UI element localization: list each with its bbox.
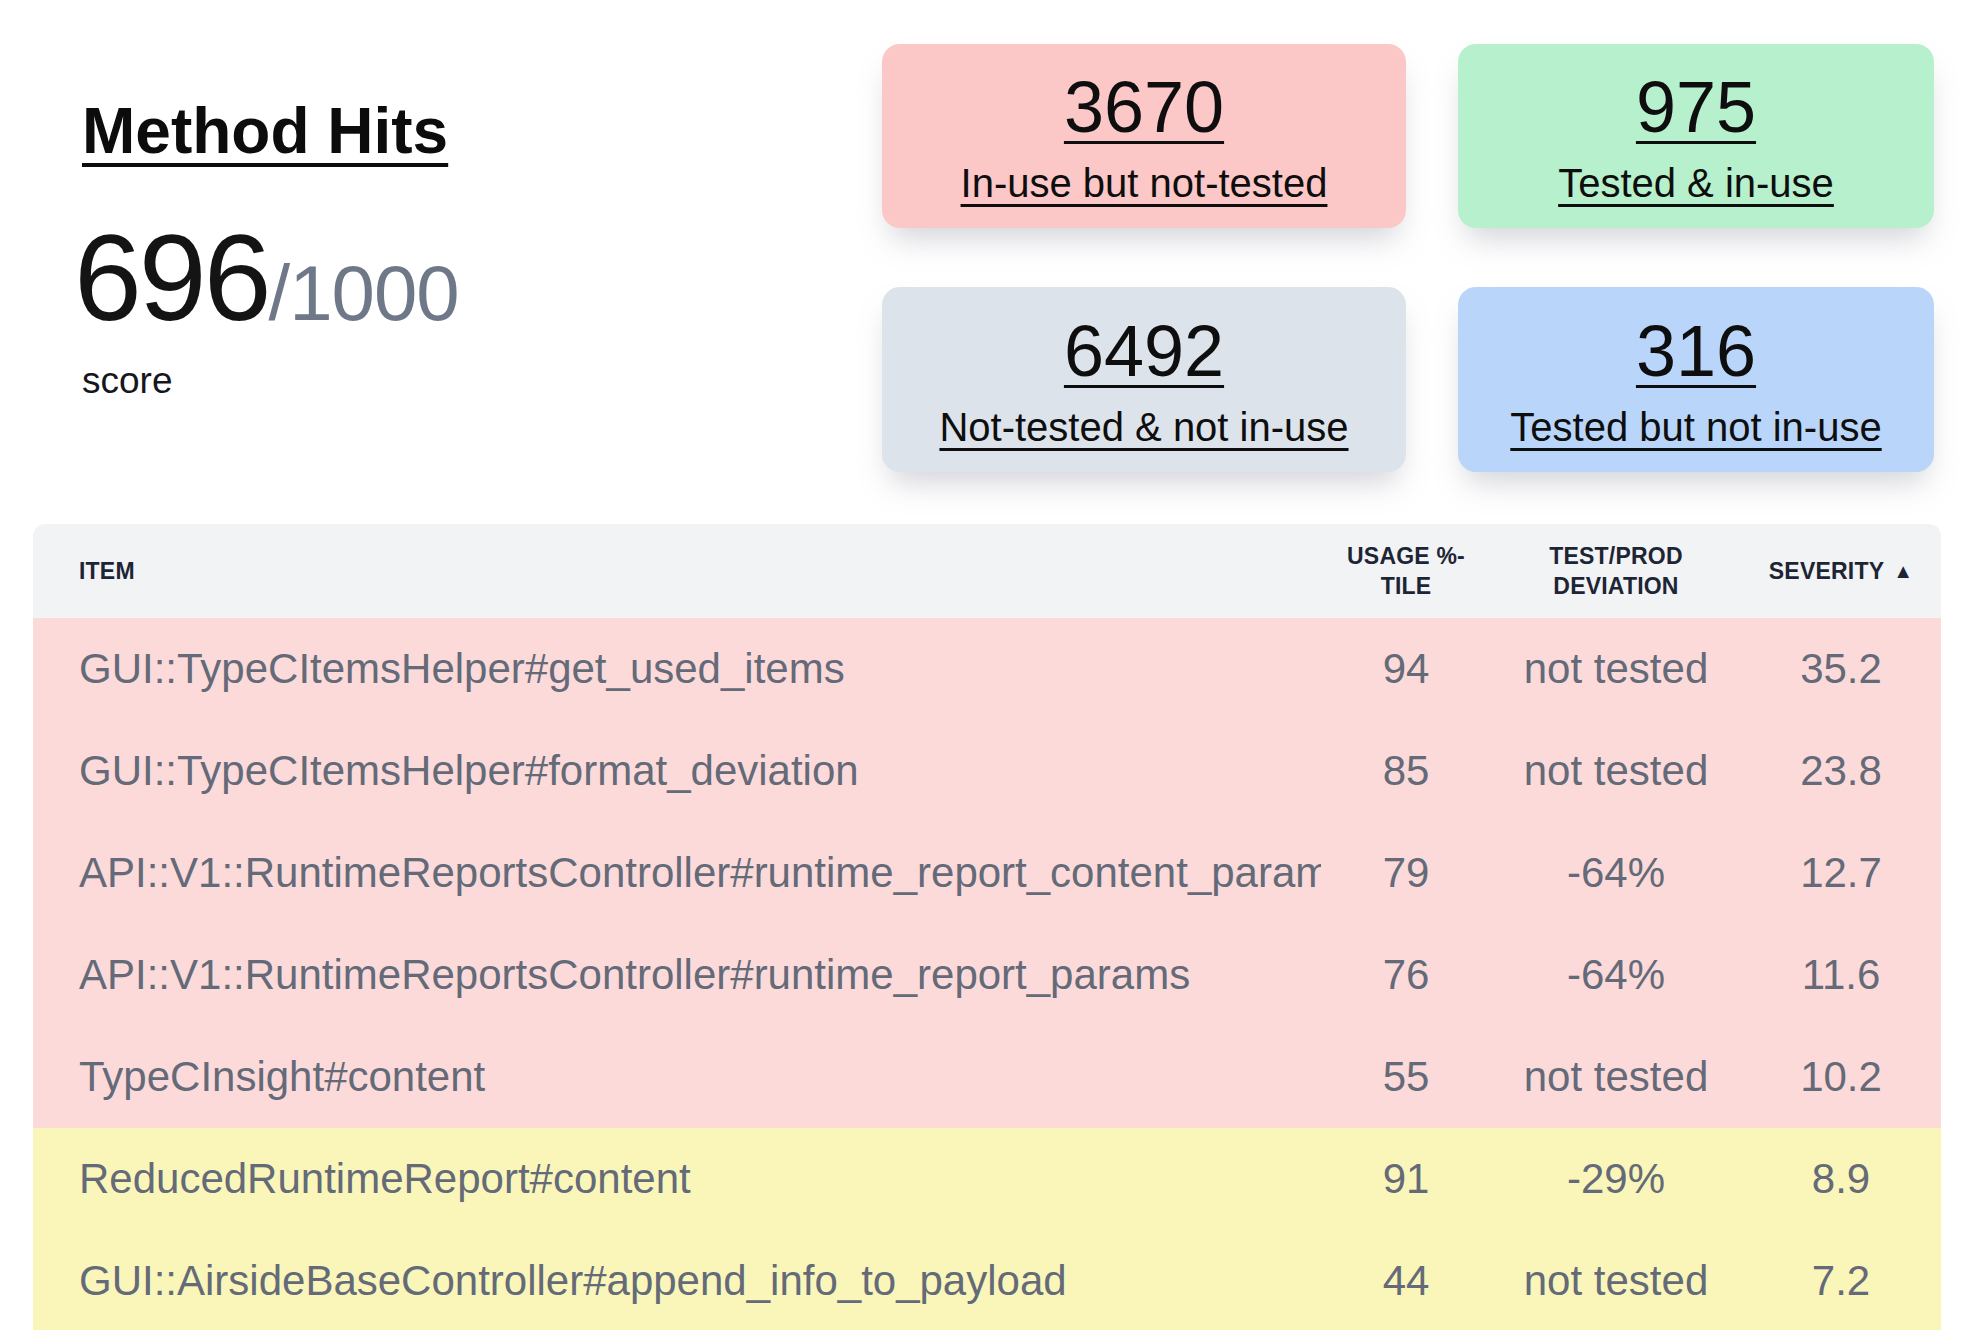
cell-severity: 11.6 <box>1741 924 1941 1026</box>
cell-severity: 7.2 <box>1741 1230 1941 1330</box>
score-display: 696/1000 <box>74 208 459 348</box>
table-row: GUI::AirsideBaseController#append_info_t… <box>33 1230 1941 1330</box>
table-row: TypeCInsight#content 55 not tested 10.2 <box>33 1026 1941 1128</box>
cell-item: GUI::TypeCItemsHelper#get_used_items <box>33 618 1321 720</box>
cell-test-prod-deviation: not tested <box>1491 618 1741 720</box>
cell-test-prod-deviation: not tested <box>1491 1026 1741 1128</box>
table-row: API::V1::RuntimeReportsController#runtim… <box>33 924 1941 1026</box>
cell-severity: 12.7 <box>1741 822 1941 924</box>
table-header-row: ITEM USAGE %-TILE TEST/PROD DEVIATION SE… <box>33 524 1941 618</box>
card-in-use-but-not-tested: 3670 In-use but not-tested <box>882 44 1406 228</box>
column-header-severity[interactable]: SEVERITY ▲ <box>1741 524 1941 618</box>
column-header-usage-percentile[interactable]: USAGE %-TILE <box>1321 524 1491 618</box>
score-caption: score <box>82 360 172 402</box>
cell-test-prod-deviation: -29% <box>1491 1128 1741 1230</box>
cell-test-prod-deviation: -64% <box>1491 822 1741 924</box>
cell-severity: 10.2 <box>1741 1026 1941 1128</box>
method-hits-table: ITEM USAGE %-TILE TEST/PROD DEVIATION SE… <box>33 524 1941 1330</box>
cell-usage-percentile: 44 <box>1321 1230 1491 1330</box>
cell-usage-percentile: 55 <box>1321 1026 1491 1128</box>
cell-usage-percentile: 79 <box>1321 822 1491 924</box>
cell-item: API::V1::RuntimeReportsController#runtim… <box>33 924 1321 1026</box>
table-row: ReducedRuntimeReport#content 91 -29% 8.9 <box>33 1128 1941 1230</box>
cell-item: ReducedRuntimeReport#content <box>33 1128 1321 1230</box>
cell-test-prod-deviation: -64% <box>1491 924 1741 1026</box>
cell-severity: 23.8 <box>1741 720 1941 822</box>
cell-test-prod-deviation: not tested <box>1491 720 1741 822</box>
card-tested-and-in-use: 975 Tested & in-use <box>1458 44 1934 228</box>
card-in-use-but-not-tested-label[interactable]: In-use but not-tested <box>961 161 1328 206</box>
table-body: GUI::TypeCItemsHelper#get_used_items 94 … <box>33 618 1941 1330</box>
cell-test-prod-deviation: not tested <box>1491 1230 1741 1330</box>
score-value: 696 <box>74 210 269 346</box>
card-in-use-but-not-tested-value[interactable]: 3670 <box>1064 66 1224 148</box>
cell-item: TypeCInsight#content <box>33 1026 1321 1128</box>
table-row: GUI::TypeCItemsHelper#get_used_items 94 … <box>33 618 1941 720</box>
cell-item: GUI::TypeCItemsHelper#format_deviation <box>33 720 1321 822</box>
cell-item: API::V1::RuntimeReportsController#runtim… <box>33 822 1321 924</box>
summary-cards: 3670 In-use but not-tested 975 Tested & … <box>882 44 1934 472</box>
card-not-tested-and-not-in-use: 6492 Not-tested & not in-use <box>882 287 1406 472</box>
cell-usage-percentile: 91 <box>1321 1128 1491 1230</box>
card-not-tested-and-not-in-use-label[interactable]: Not-tested & not in-use <box>939 405 1348 450</box>
cell-usage-percentile: 94 <box>1321 618 1491 720</box>
table-row: GUI::TypeCItemsHelper#format_deviation 8… <box>33 720 1941 822</box>
column-header-item[interactable]: ITEM <box>33 524 1321 618</box>
card-tested-but-not-in-use-value[interactable]: 316 <box>1636 310 1756 392</box>
card-tested-and-in-use-value[interactable]: 975 <box>1636 66 1756 148</box>
card-not-tested-and-not-in-use-value[interactable]: 6492 <box>1064 310 1224 392</box>
score-denominator: /1000 <box>269 249 459 337</box>
cell-item: GUI::AirsideBaseController#append_info_t… <box>33 1230 1321 1330</box>
card-tested-but-not-in-use: 316 Tested but not in-use <box>1458 287 1934 472</box>
cell-usage-percentile: 85 <box>1321 720 1491 822</box>
page-title[interactable]: Method Hits <box>82 94 448 168</box>
cell-usage-percentile: 76 <box>1321 924 1491 1026</box>
table-row: API::V1::RuntimeReportsController#runtim… <box>33 822 1941 924</box>
card-tested-and-in-use-label[interactable]: Tested & in-use <box>1558 161 1834 206</box>
cell-severity: 35.2 <box>1741 618 1941 720</box>
sort-ascending-icon: ▲ <box>1893 558 1913 584</box>
cell-severity: 8.9 <box>1741 1128 1941 1230</box>
card-tested-but-not-in-use-label[interactable]: Tested but not in-use <box>1510 405 1881 450</box>
method-hits-dashboard: Method Hits 696/1000 score 3670 In-use b… <box>0 0 1964 1330</box>
column-header-test-prod-deviation[interactable]: TEST/PROD DEVIATION <box>1491 524 1741 618</box>
